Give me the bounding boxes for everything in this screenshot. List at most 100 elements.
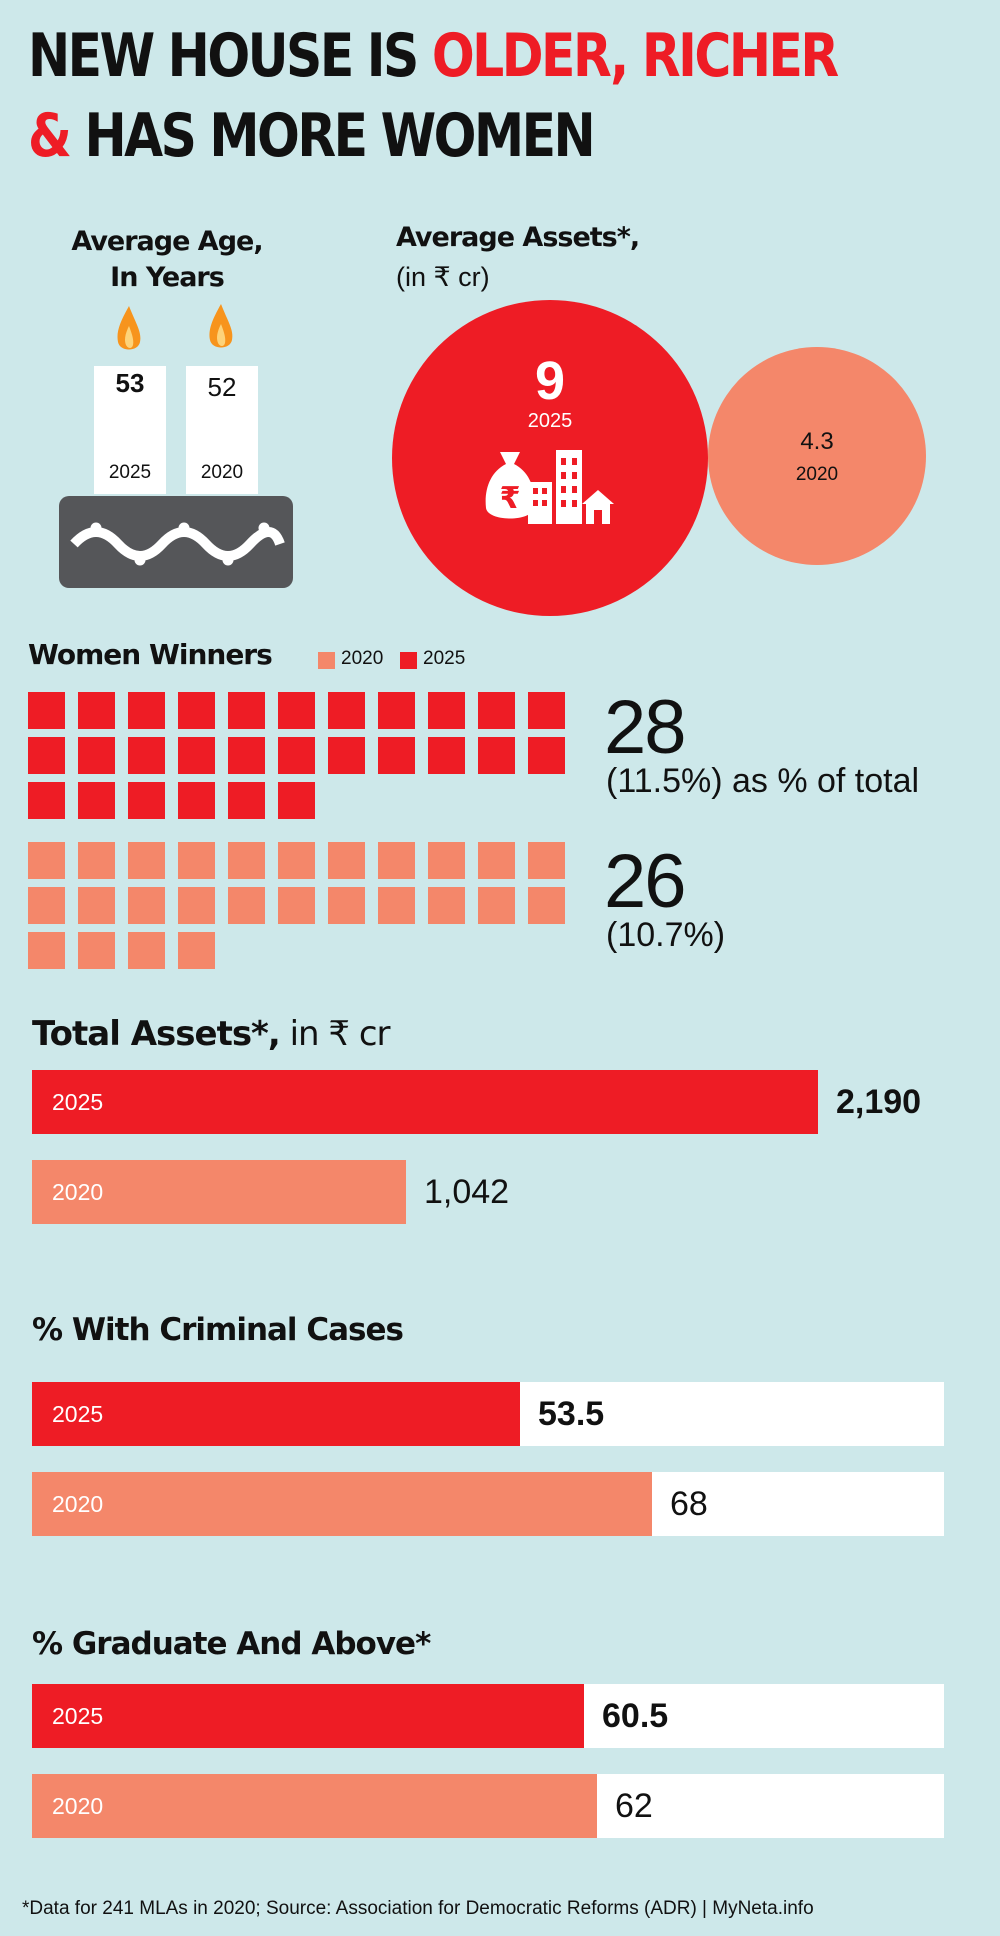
women-square-2025	[128, 782, 165, 819]
avg-assets-circle-2025	[392, 300, 708, 616]
women-square-2020	[28, 842, 65, 879]
women-pct-2020: (10.7%)	[606, 916, 726, 954]
women-square-2020	[28, 932, 65, 969]
age-value-2020: 52	[207, 372, 237, 402]
bar-value-2020: 68	[670, 1485, 708, 1523]
age-title: Average Age, In Years	[42, 224, 292, 296]
women-square-2020	[178, 932, 215, 969]
women-square-2025	[428, 737, 465, 774]
avg-assets-circle-2020	[707, 346, 927, 566]
women-square-2025	[178, 782, 215, 819]
flame-icon	[209, 304, 233, 348]
women-square-2025	[278, 692, 315, 729]
women-square-2025	[178, 692, 215, 729]
criminal-title: % With Criminal Cases	[32, 1312, 404, 1348]
women-square-2020	[228, 887, 265, 924]
women-square-2025	[128, 737, 165, 774]
women-square-2020	[428, 887, 465, 924]
women-square-2025	[128, 692, 165, 729]
avg-assets-value-2025: 9	[534, 351, 566, 411]
women-square-2025	[228, 737, 265, 774]
graduate-title: % Graduate And Above*	[32, 1626, 431, 1662]
women-square-2020	[378, 887, 415, 924]
women-square-2025	[278, 737, 315, 774]
avg-assets-subtitle: (in ₹ cr)	[396, 262, 490, 292]
avg-assets-year-2025: 2025	[527, 410, 573, 432]
women-square-2020	[28, 887, 65, 924]
women-square-2020	[478, 842, 515, 879]
bar-2020: 2020	[32, 1472, 652, 1536]
women-square-2020	[328, 842, 365, 879]
women-square-2025	[228, 782, 265, 819]
women-square-2020	[178, 842, 215, 879]
women-square-2025	[328, 692, 365, 729]
women-square-2025	[378, 737, 415, 774]
cake-icon	[59, 496, 293, 588]
women-square-2020	[478, 887, 515, 924]
women-square-2020	[278, 842, 315, 879]
women-square-2025	[28, 737, 65, 774]
candle-2025	[94, 366, 166, 494]
women-square-2020	[78, 842, 115, 879]
women-square-2020	[378, 842, 415, 879]
money-bag-buildings-icon: ₹	[485, 450, 614, 524]
headline-line-1: NEW HOUSE IS OLDER, RICHER	[28, 26, 839, 86]
bar-value-2020: 62	[615, 1787, 653, 1825]
women-pct-2025: (11.5%) as % of total	[606, 762, 920, 800]
legend-swatch-2025	[400, 652, 417, 669]
bar-value-2025: 53.5	[538, 1395, 605, 1433]
headline-part-1: NEW HOUSE IS	[28, 21, 432, 91]
bar-2025: 2025	[32, 1070, 818, 1134]
legend-label-2020: 2020	[341, 648, 384, 669]
women-square-2020	[278, 887, 315, 924]
women-square-2025	[28, 692, 65, 729]
women-square-2025	[428, 692, 465, 729]
age-year-2025: 2025	[108, 462, 152, 483]
svg-text:₹: ₹	[500, 481, 521, 516]
legend-label-2025: 2025	[423, 648, 466, 669]
bar-2025: 2025	[32, 1684, 584, 1748]
women-square-2025	[78, 692, 115, 729]
age-title-line-1: Average Age,	[71, 226, 263, 257]
headline-line-2: & HAS MORE WOMEN	[28, 106, 596, 166]
headline-ampersand: &	[28, 101, 85, 171]
bar-2025: 2025	[32, 1382, 520, 1446]
women-square-2025	[478, 692, 515, 729]
women-square-2020	[178, 887, 215, 924]
women-square-2020	[128, 887, 165, 924]
women-title: Women Winners	[28, 638, 273, 671]
women-square-2020	[128, 842, 165, 879]
women-count-2020: 26	[604, 839, 687, 924]
bar-2020: 2020	[32, 1774, 597, 1838]
women-square-2025	[178, 737, 215, 774]
women-square-2020	[78, 932, 115, 969]
age-value-2025: 53	[115, 368, 145, 398]
women-square-2020	[228, 842, 265, 879]
bar-2020: 2020	[32, 1160, 406, 1224]
bar-value-2025: 60.5	[602, 1697, 669, 1735]
candle-2020	[186, 366, 258, 494]
women-square-2025	[478, 737, 515, 774]
women-waffle-2020	[28, 842, 578, 969]
women-square-2025	[28, 782, 65, 819]
women-square-2025	[228, 692, 265, 729]
legend-swatch-2020	[318, 652, 335, 669]
avg-assets-value-2020: 4.3	[800, 428, 834, 455]
avg-assets-title: Average Assets*,	[396, 222, 640, 253]
women-waffle-2025	[28, 692, 578, 819]
women-square-2020	[428, 842, 465, 879]
bar-value-2025: 2,190	[836, 1083, 922, 1121]
women-square-2025	[278, 782, 315, 819]
headline-part-2: HAS MORE WOMEN	[84, 101, 595, 171]
total-assets-title-sub: in ₹ cr	[279, 1014, 391, 1054]
women-square-2020	[528, 842, 565, 879]
women-square-2020	[78, 887, 115, 924]
total-assets-title: Total Assets*, in ₹ cr	[32, 1014, 390, 1054]
women-square-2025	[528, 692, 565, 729]
headline-part-1-red: OLDER, RICHER	[431, 21, 839, 91]
total-assets-title-main: Total Assets*,	[32, 1014, 281, 1054]
bar-value-2020: 1,042	[424, 1173, 510, 1211]
footnote: *Data for 241 MLAs in 2020; Source: Asso…	[22, 1898, 814, 1919]
women-square-2025	[528, 737, 565, 774]
flame-icon	[117, 306, 141, 350]
